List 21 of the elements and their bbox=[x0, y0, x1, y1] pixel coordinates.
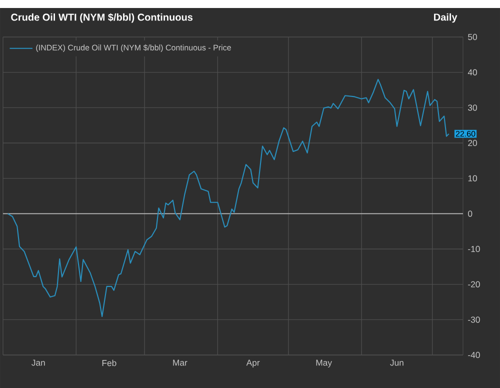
x-tick-label: Feb bbox=[102, 360, 116, 366]
y-tick-label: -10 bbox=[468, 246, 480, 252]
x-tick-label: Jan bbox=[32, 360, 45, 366]
y-tick-label: 10 bbox=[468, 175, 477, 182]
y-tick-label: -20 bbox=[468, 281, 480, 288]
annotation: 22.60 bbox=[456, 130, 476, 137]
y-tick-label: 20 bbox=[468, 140, 477, 146]
legend-label: (INDEX) Crude Oil WTI (NYM $/bbl) Continuous - Price bbox=[36, 44, 231, 52]
y-tick-label: -40 bbox=[468, 352, 480, 358]
y-tick-label: -30 bbox=[468, 316, 480, 323]
chart-subtitle: Daily bbox=[434, 13, 458, 23]
x-tick-label: May bbox=[316, 360, 332, 368]
line-series bbox=[7, 78, 450, 318]
chart-title: Crude Oil WTI (NYM $/bbl) Continuous bbox=[11, 13, 193, 23]
y-tick-label: 50 bbox=[468, 34, 477, 40]
y-tick-label: 40 bbox=[468, 69, 477, 76]
x-tick-label: Jun bbox=[390, 360, 404, 366]
x-tick-label: Apr bbox=[246, 360, 260, 368]
y-tick-label: 0 bbox=[468, 210, 472, 217]
y-tick-label: 30 bbox=[468, 104, 477, 111]
x-tick-label: Mar bbox=[173, 360, 188, 366]
